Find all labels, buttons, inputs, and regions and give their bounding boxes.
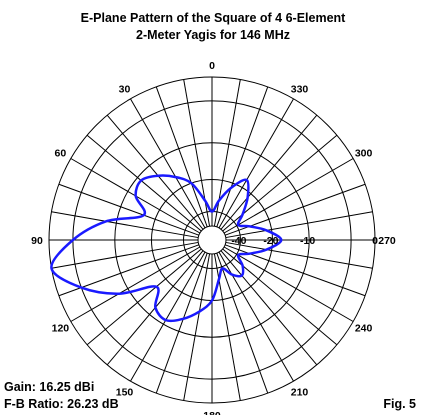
angle-label-240: 240 bbox=[355, 323, 373, 335]
angle-labels: 0 30 60 90 120 150 180 210 240 270 300 330 bbox=[31, 60, 396, 415]
radial-label-2: -20 bbox=[263, 235, 278, 247]
angle-label-30: 30 bbox=[119, 83, 131, 95]
grid-spoke-200 bbox=[216, 252, 269, 394]
grid-spoke-340 bbox=[216, 86, 269, 228]
angle-label-150: 150 bbox=[116, 387, 134, 399]
gain-readout: Gain: 16.25 dBi bbox=[4, 380, 94, 394]
grid-spoke-120 bbox=[70, 246, 201, 322]
fb-ratio-readout: F-B Ratio: 26.23 dB bbox=[4, 397, 119, 411]
angle-label-120: 120 bbox=[52, 323, 70, 335]
grid-spoke-70 bbox=[58, 183, 200, 236]
grid-spoke-320 bbox=[220, 114, 318, 230]
grid-spoke-80 bbox=[51, 211, 199, 239]
grid-spoke-280 bbox=[225, 211, 373, 239]
radial-label-0: 0 bbox=[372, 235, 378, 247]
pattern-trace bbox=[50, 174, 283, 323]
radial-labels: 0 -10 -20 -40 bbox=[231, 235, 378, 247]
angle-label-0: 0 bbox=[209, 60, 215, 72]
grid-spoke-150 bbox=[130, 251, 206, 382]
grid-spoke-40 bbox=[106, 114, 204, 230]
polar-grid bbox=[48, 76, 376, 404]
grid-spoke-220 bbox=[220, 250, 318, 366]
grid-spoke-260 bbox=[225, 241, 373, 269]
grid-spoke-30 bbox=[130, 98, 206, 229]
grid-spoke-130 bbox=[86, 248, 202, 346]
pattern-line-0 bbox=[50, 174, 283, 323]
angle-label-330: 330 bbox=[291, 83, 309, 95]
angle-label-90: 90 bbox=[31, 235, 43, 247]
grid-spoke-240 bbox=[223, 246, 354, 322]
grid-spoke-100 bbox=[51, 241, 199, 269]
grid-center-ring bbox=[197, 225, 227, 255]
grid-spoke-170 bbox=[183, 253, 211, 401]
radial-label-1: -10 bbox=[300, 235, 315, 247]
angle-label-270: 270 bbox=[378, 235, 396, 247]
chart-subtitle: 2-Meter Yagis for 146 MHz bbox=[136, 28, 290, 42]
grid-spoke-230 bbox=[222, 248, 338, 346]
grid-spoke-20 bbox=[155, 86, 208, 228]
radial-label-3: -40 bbox=[231, 235, 246, 247]
angle-label-210: 210 bbox=[291, 387, 309, 399]
figure-number: Fig. 5 bbox=[383, 397, 416, 411]
angle-label-60: 60 bbox=[55, 148, 67, 160]
angle-label-300: 300 bbox=[355, 148, 373, 160]
grid-spoke-330 bbox=[218, 98, 294, 229]
angle-label-180: 180 bbox=[203, 410, 221, 415]
chart-title: E-Plane Pattern of the Square of 4 6-Ele… bbox=[81, 11, 346, 25]
grid-spoke-50 bbox=[86, 134, 202, 232]
grid-spoke-300 bbox=[223, 158, 354, 234]
grid-spoke-160 bbox=[155, 252, 208, 394]
